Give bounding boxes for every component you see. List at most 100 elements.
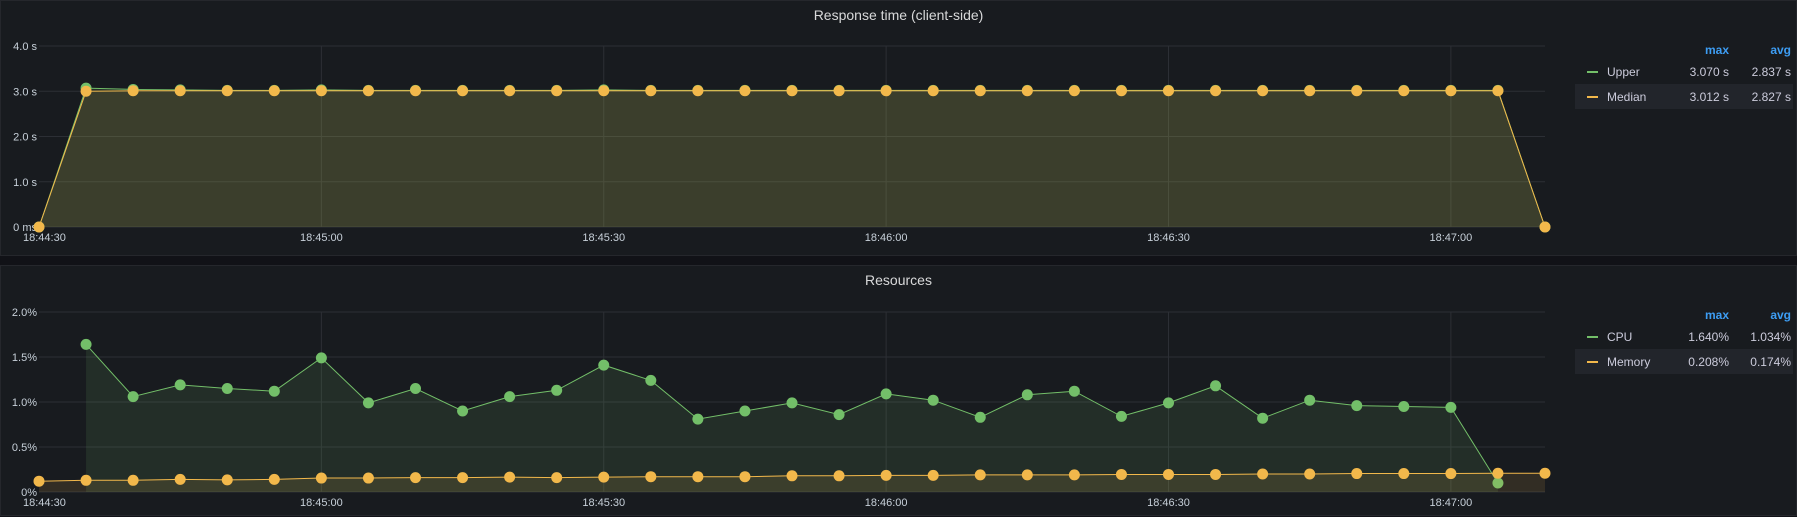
data-point-median bbox=[33, 221, 45, 233]
y-tick-label: 0.5% bbox=[12, 442, 37, 454]
series-area-median bbox=[39, 90, 1545, 227]
data-point-median bbox=[1021, 85, 1033, 97]
legend-avg-value: 2.837 s bbox=[1751, 64, 1791, 79]
data-point-cpu bbox=[692, 413, 704, 425]
data-point-median bbox=[786, 85, 798, 97]
data-point-memory bbox=[1398, 468, 1410, 480]
data-point-cpu bbox=[645, 374, 657, 386]
data-point-median bbox=[268, 85, 280, 97]
data-point-median bbox=[739, 85, 751, 97]
legend-col-max[interactable]: max bbox=[1704, 43, 1729, 57]
legend-item-memory[interactable]: Memory 0.208% 0.174% bbox=[1575, 349, 1793, 374]
legend-label: CPU bbox=[1607, 329, 1633, 344]
legend-max-value: 0.208% bbox=[1688, 354, 1729, 369]
data-point-memory bbox=[33, 475, 45, 487]
response-time-chart[interactable]: 0 ms 1.0 s 2.0 s 3.0 s 4.0 s 18:44:30 18:45:00… bbox=[1, 1, 1561, 257]
y-tick-label: 0% bbox=[21, 487, 37, 499]
data-point-memory bbox=[410, 472, 421, 484]
data-point-cpu bbox=[1304, 394, 1316, 406]
data-point-cpu bbox=[1021, 389, 1033, 401]
data-point-cpu bbox=[268, 385, 280, 397]
panel-title[interactable]: Response time (client-side) bbox=[813, 7, 984, 23]
series-color-swatch bbox=[1587, 70, 1598, 73]
data-point-memory bbox=[127, 474, 139, 486]
data-point-median bbox=[1304, 85, 1316, 97]
data-point-cpu bbox=[974, 411, 986, 423]
y-tick-label: 0 ms bbox=[13, 222, 37, 234]
data-point-median bbox=[974, 85, 986, 97]
data-point-memory bbox=[1492, 467, 1504, 479]
data-point-memory bbox=[645, 471, 657, 483]
legend-col-max[interactable]: max bbox=[1704, 308, 1729, 322]
data-point-memory bbox=[80, 474, 92, 486]
y-tick-label: 1.5% bbox=[12, 352, 37, 364]
data-point-cpu bbox=[1257, 412, 1269, 424]
x-tick-label: 18:44:30 bbox=[23, 497, 66, 509]
data-point-memory bbox=[1115, 468, 1127, 480]
data-point-median bbox=[1539, 221, 1551, 233]
data-point-median bbox=[174, 85, 186, 97]
legend-item-cpu[interactable]: CPU 1.640% 1.034% bbox=[1575, 324, 1793, 349]
data-point-cpu bbox=[504, 391, 516, 403]
data-point-memory bbox=[1539, 467, 1551, 479]
y-tick-label: 4.0 s bbox=[13, 41, 37, 53]
data-point-memory bbox=[692, 471, 704, 483]
x-tick-label: 18:45:00 bbox=[300, 497, 343, 509]
data-point-cpu bbox=[410, 383, 421, 394]
y-tick-label: 1.0% bbox=[12, 397, 37, 409]
data-point-median bbox=[927, 85, 939, 97]
data-point-memory bbox=[1068, 469, 1080, 481]
data-point-memory bbox=[974, 469, 986, 481]
data-point-median bbox=[362, 85, 374, 97]
data-point-memory bbox=[1021, 469, 1033, 481]
series-color-swatch bbox=[1587, 360, 1598, 363]
data-point-median bbox=[80, 85, 92, 97]
legend-label: Memory bbox=[1607, 354, 1651, 369]
data-point-cpu bbox=[221, 383, 233, 394]
data-point-median bbox=[1257, 85, 1269, 97]
legend-col-avg[interactable]: avg bbox=[1770, 308, 1791, 322]
data-point-cpu bbox=[598, 359, 610, 371]
data-point-memory bbox=[315, 472, 327, 484]
legend-max-value: 3.012 s bbox=[1689, 89, 1729, 104]
data-point-median bbox=[1445, 85, 1457, 97]
series-color-swatch bbox=[1587, 335, 1598, 338]
data-point-median bbox=[457, 85, 469, 97]
x-tick-label: 18:44:30 bbox=[23, 232, 66, 244]
data-point-cpu bbox=[786, 397, 798, 409]
response-time-legend: max avg Upper 3.070 s 2.837 s Median 3.0… bbox=[1575, 41, 1793, 109]
data-point-memory bbox=[598, 471, 610, 483]
data-point-cpu bbox=[174, 379, 186, 391]
data-point-cpu bbox=[551, 384, 563, 396]
data-point-median bbox=[833, 85, 845, 97]
resources-chart[interactable]: 0% 0.5% 1.0% 1.5% 2.0% 18:44:30 18:45:00 18:45:… bbox=[1, 266, 1561, 517]
legend-item-upper[interactable]: Upper 3.070 s 2.837 s bbox=[1575, 59, 1793, 84]
y-tick-label: 3.0 s bbox=[13, 86, 37, 98]
resources-legend: max avg CPU 1.640% 1.034% Memory 0.208% … bbox=[1575, 306, 1793, 374]
x-tick-label: 18:46:30 bbox=[1147, 232, 1190, 244]
legend-max-value: 3.070 s bbox=[1689, 64, 1729, 79]
data-point-memory bbox=[927, 469, 939, 481]
data-point-cpu bbox=[1351, 400, 1363, 412]
data-point-cpu bbox=[315, 352, 327, 364]
data-point-memory bbox=[174, 473, 186, 485]
y-tick-label: 1.0 s bbox=[13, 177, 37, 189]
data-point-median bbox=[1398, 85, 1410, 97]
x-tick-label: 18:46:00 bbox=[865, 232, 908, 244]
legend-item-median[interactable]: Median 3.012 s 2.827 s bbox=[1575, 84, 1793, 109]
x-tick-label: 18:45:30 bbox=[582, 497, 625, 509]
data-point-memory bbox=[833, 470, 845, 482]
x-tick-label: 18:47:00 bbox=[1429, 232, 1472, 244]
response-time-panel: Response time (client-side) 0 ms 1.0 s 2.0… bbox=[0, 0, 1797, 256]
data-point-median bbox=[504, 85, 516, 97]
legend-col-avg[interactable]: avg bbox=[1770, 43, 1791, 57]
data-point-median bbox=[598, 85, 610, 97]
data-point-cpu bbox=[1210, 380, 1222, 392]
data-point-cpu bbox=[127, 391, 139, 403]
data-point-median bbox=[1068, 85, 1080, 97]
data-point-memory bbox=[739, 471, 751, 483]
data-point-median bbox=[1351, 85, 1363, 97]
data-point-memory bbox=[1304, 468, 1316, 480]
data-point-memory bbox=[457, 472, 469, 484]
panel-title[interactable]: Resources bbox=[865, 272, 932, 288]
